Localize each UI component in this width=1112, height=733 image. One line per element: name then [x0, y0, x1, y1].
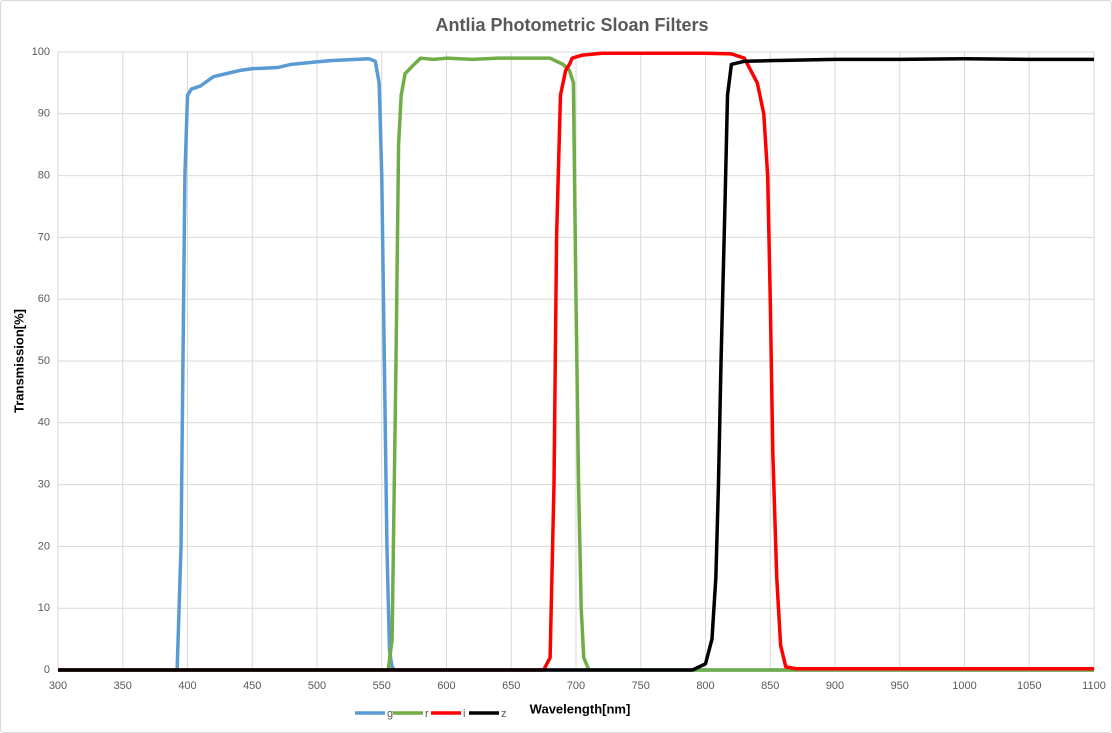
x-tick-label: 850 [761, 680, 779, 692]
x-tick-label: 400 [178, 680, 196, 692]
legend-label: z [501, 708, 507, 720]
x-tick-label: 350 [114, 680, 132, 692]
x-tick-label: 550 [373, 680, 391, 692]
x-tick-label: 1100 [1082, 680, 1106, 692]
x-tick-label: 650 [502, 680, 520, 692]
x-tick-label: 950 [891, 680, 909, 692]
x-tick-label: 600 [437, 680, 455, 692]
series-line [58, 57, 1094, 672]
y-tick-label: 70 [38, 231, 50, 243]
series-line [58, 51, 1094, 672]
x-tick-label: 450 [243, 680, 261, 692]
x-tick-label: 1050 [1017, 680, 1041, 692]
y-tick-label: 90 [38, 108, 50, 120]
x-tick-label: 700 [567, 680, 585, 692]
y-axis-title: Transmission[%] [11, 309, 26, 413]
y-tick-label: 0 [44, 664, 50, 676]
legend-label: r [425, 708, 429, 720]
series-line [58, 57, 1094, 672]
y-tick-label: 60 [38, 293, 50, 305]
y-tick-label: 80 [38, 170, 50, 182]
x-tick-label: 1000 [952, 680, 976, 692]
y-tick-label: 50 [38, 355, 50, 367]
legend-label: g [387, 708, 393, 720]
y-tick-label: 40 [38, 417, 50, 429]
chart-title: Antlia Photometric Sloan Filters [435, 15, 708, 35]
y-tick-label: 100 [32, 46, 50, 58]
x-tick-label: 500 [308, 680, 326, 692]
y-tick-label: 30 [38, 479, 50, 491]
x-tick-label: 900 [826, 680, 844, 692]
legend-label: i [463, 708, 465, 720]
x-axis-title: Wavelength[nm] [530, 701, 631, 716]
series-line [58, 56, 1094, 672]
y-tick-label: 10 [38, 602, 50, 614]
x-tick-label: 800 [696, 680, 714, 692]
x-tick-label: 750 [632, 680, 650, 692]
y-tick-label: 20 [38, 540, 50, 552]
x-tick-label: 300 [49, 680, 67, 692]
